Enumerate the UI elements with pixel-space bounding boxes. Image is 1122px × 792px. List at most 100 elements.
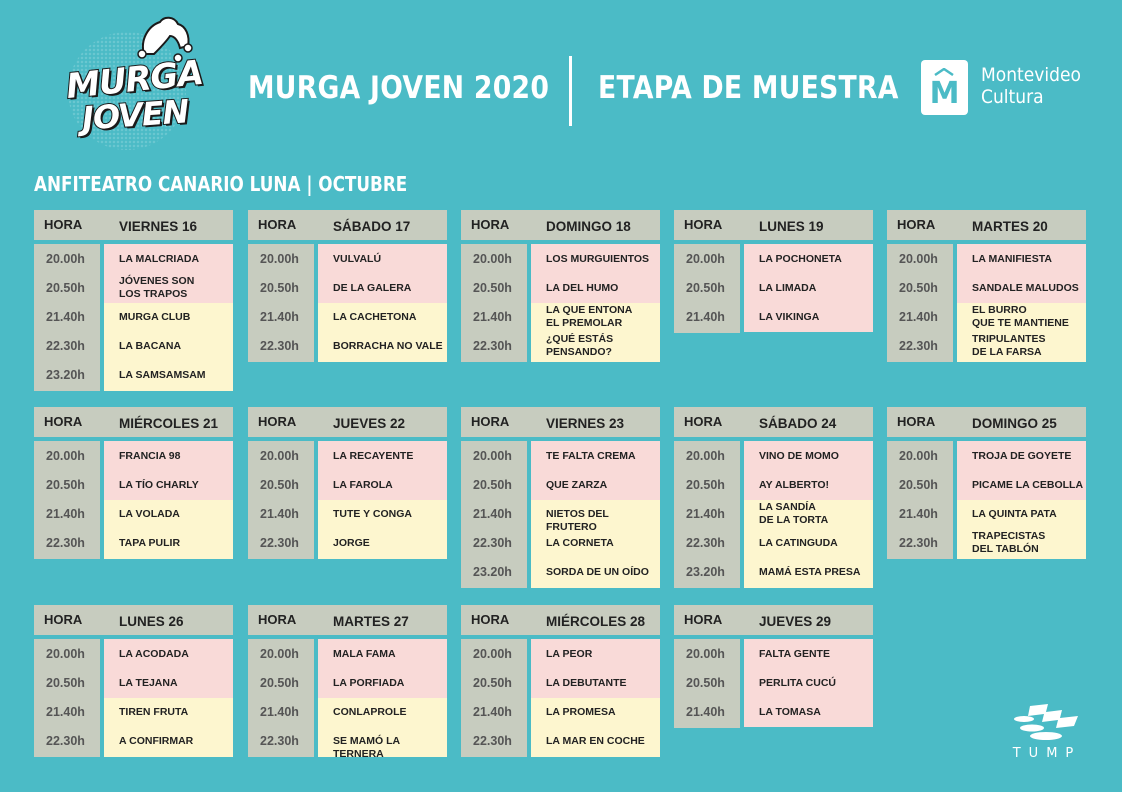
day-schedule-block: HORA JUEVES 22 20.00h 20.50h 21.40h 22.30h LA … — [248, 407, 447, 559]
day-name: MARTES 20 — [972, 219, 1048, 234]
act-entry: LA SAMSAMSAM — [104, 369, 233, 397]
murga-name: LA BACANA — [119, 340, 182, 352]
murga-name: LA CORNETA — [546, 537, 614, 549]
act-entry: VULVALÚ — [318, 253, 447, 281]
act-entry: ¿QUÉ ESTÁS PENSANDO? — [531, 333, 660, 361]
act-entry: LA RECAYENTE — [318, 450, 447, 478]
day-name: LUNES 19 — [759, 219, 824, 234]
day-name: LUNES 26 — [119, 614, 184, 629]
time-slot: 20.00h — [46, 449, 85, 463]
jester-hat-icon — [137, 16, 193, 63]
acts-column: FALTA GENTE PERLITA CUCÚ LA TOMASA — [744, 639, 873, 728]
act-entry: A CONFIRMAR — [104, 735, 233, 763]
act-entry: LOS MURGUIENTOS — [531, 253, 660, 281]
act-entry: LA VOLADA — [104, 508, 233, 536]
day-schedule-block: HORA LUNES 26 20.00h 20.50h 21.40h 22.30h LA A… — [34, 605, 233, 757]
time-slot: 20.00h — [686, 252, 725, 266]
day-header: HORA LUNES 26 — [34, 605, 233, 635]
time-slot: 20.00h — [686, 647, 725, 661]
time-slot: 20.00h — [46, 647, 85, 661]
time-column: 20.00h 20.50h 21.40h 22.30h 23.20h — [34, 244, 100, 391]
time-column: 20.00h 20.50h 21.40h 22.30h 23.20h — [674, 441, 740, 588]
day-body: 20.00h 20.50h 21.40h 22.30h MALA FAMA LA PORF… — [248, 639, 447, 760]
time-column: 20.00h 20.50h 21.40h — [674, 639, 740, 728]
act-entry: TE FALTA CREMA — [531, 450, 660, 478]
murga-name: QUE ZARZA — [546, 479, 608, 491]
acts-column: FRANCIA 98 LA TÍO CHARLY LA VOLADA TAPA PUL… — [104, 441, 233, 559]
murga-name: LA CATINGUDA — [759, 537, 838, 549]
time-column-label: HORA — [258, 414, 297, 429]
day-name: JUEVES 29 — [759, 614, 832, 629]
time-slot: 21.40h — [899, 310, 938, 324]
time-slot: 21.40h — [473, 310, 512, 324]
act-entry: TIREN FRUTA — [104, 706, 233, 734]
acts-column: LA PEOR LA DEBUTANTE LA PROMESA LA MAR EN C… — [531, 639, 660, 757]
murga-name: LA QUINTA PATA — [972, 508, 1057, 520]
murga-name: DE LA GALERA — [333, 282, 412, 294]
time-slot: 23.20h — [46, 368, 85, 382]
day-schedule-block: HORA MIÉRCOLES 21 20.00h 20.50h 21.40h 22.30h… — [34, 407, 233, 559]
act-entry: TUTE Y CONGA — [318, 508, 447, 536]
day-schedule-block: HORA VIERNES 16 20.00h 20.50h 21.40h 22.30h 23… — [34, 210, 233, 391]
day-name: MIÉRCOLES 21 — [119, 416, 219, 431]
time-column: 20.00h 20.50h 21.40h 22.30h — [248, 244, 314, 362]
acts-column: VULVALÚ DE LA GALERA LA CACHETONA BORRACHA … — [318, 244, 447, 362]
time-column-label: HORA — [897, 217, 936, 232]
act-entry: PERLITA CUCÚ — [744, 677, 873, 705]
day-header: HORA VIERNES 16 — [34, 210, 233, 240]
time-slot: 20.00h — [899, 449, 938, 463]
act-entry: EL BURRO QUE TE MANTIENE — [957, 304, 1086, 332]
time-slot: 20.50h — [46, 281, 85, 295]
murga-name: LA PEOR — [546, 648, 593, 660]
murga-name: SANDALE MALUDOS — [972, 282, 1079, 294]
murga-name: LA PROMESA — [546, 706, 616, 718]
venue-subtitle: ANFITEATRO CANARIO LUNA | OCTUBRE — [34, 172, 408, 196]
day-body: 20.00h 20.50h 21.40h 22.30h LA ACODADA LA TEJ… — [34, 639, 233, 757]
day-header: HORA VIERNES 23 — [461, 407, 660, 437]
act-entry: LA PEOR — [531, 648, 660, 676]
act-entry: TRAPECISTAS DEL TABLÓN — [957, 530, 1086, 558]
time-slot: 21.40h — [46, 705, 85, 719]
murga-name: LA MANIFIESTA — [972, 253, 1052, 265]
time-column: 20.00h 20.50h 21.40h 22.30h — [34, 639, 100, 757]
act-entry: LA DEBUTANTE — [531, 677, 660, 705]
time-slot: 20.50h — [899, 478, 938, 492]
act-entry: LA MANIFIESTA — [957, 253, 1086, 281]
murga-name: EL BURRO QUE TE MANTIENE — [972, 304, 1069, 329]
time-column: 20.00h 20.50h 21.40h — [674, 244, 740, 333]
murga-name: MALA FAMA — [333, 648, 396, 660]
time-slot: 20.50h — [46, 676, 85, 690]
time-slot: 21.40h — [686, 705, 725, 719]
time-slot: 20.00h — [686, 449, 725, 463]
act-entry: SORDA DE UN OÍDO — [531, 566, 660, 594]
time-slot: 22.30h — [899, 536, 938, 550]
day-name: VIERNES 23 — [546, 416, 625, 431]
acts-column: LOS MURGUIENTOS LA DEL HUMO LA QUE ENTONA … — [531, 244, 660, 362]
act-entry: AY ALBERTO! — [744, 479, 873, 507]
day-header: HORA DOMINGO 18 — [461, 210, 660, 240]
time-slot: 20.50h — [899, 281, 938, 295]
time-slot: 20.00h — [473, 449, 512, 463]
time-column-label: HORA — [44, 217, 83, 232]
act-entry: TAPA PULIR — [104, 537, 233, 565]
time-slot: 21.40h — [686, 310, 725, 324]
day-schedule-block: HORA SÁBADO 17 20.00h 20.50h 21.40h 22.30h VUL… — [248, 210, 447, 362]
time-slot: 20.50h — [260, 676, 299, 690]
murga-name: BORRACHA NO VALE — [333, 340, 443, 352]
murga-name: CONLAPROLE — [333, 706, 407, 718]
act-entry: LA CORNETA — [531, 537, 660, 565]
day-header: HORA JUEVES 22 — [248, 407, 447, 437]
murga-name: LOS MURGUIENTOS — [546, 253, 650, 265]
act-entry: LA POCHONETA — [744, 253, 873, 281]
murga-name: FRANCIA 98 — [119, 450, 181, 462]
montevideo-cultura-text: Montevideo Cultura — [981, 64, 1081, 108]
time-slot: 20.00h — [473, 647, 512, 661]
logo-halo — [68, 32, 186, 150]
day-body: 20.00h 20.50h 21.40h 22.30h LA MANIFIESTA SAN… — [887, 244, 1086, 362]
murga-name: VULVALÚ — [333, 253, 382, 265]
day-name: DOMINGO 18 — [546, 219, 631, 234]
event-title: MURGA JOVEN 2020 — [248, 70, 550, 106]
time-slot: 21.40h — [473, 507, 512, 521]
murga-name: MAMÁ ESTA PRESA — [759, 566, 861, 578]
act-entry: TRIPULANTES DE LA FARSA — [957, 333, 1086, 361]
